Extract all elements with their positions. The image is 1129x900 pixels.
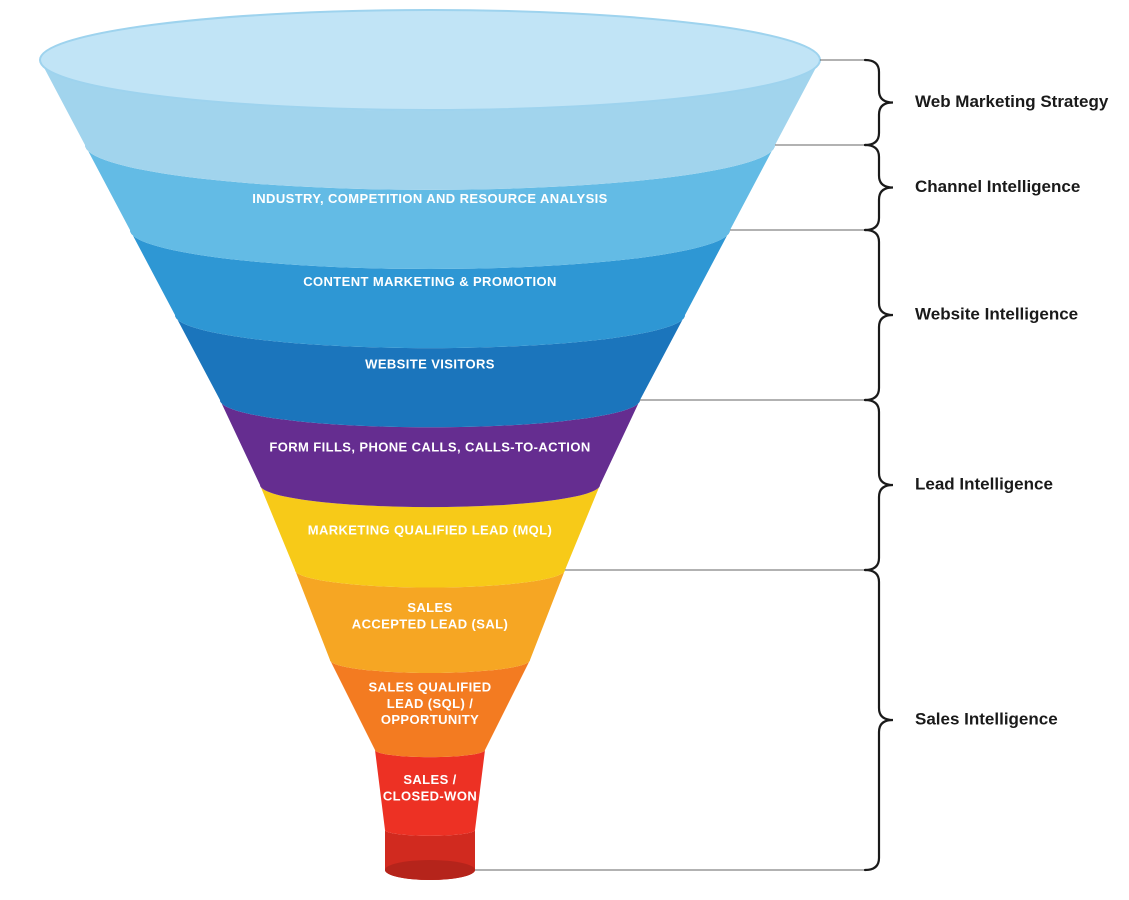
category-brace-0 (865, 60, 893, 145)
funnel-stage-1-label: INDUSTRY, COMPETITION AND RESOURCE ANALY… (252, 191, 607, 206)
funnel-spout-base (385, 860, 475, 880)
funnel-stage-2-label: CONTENT MARKETING & PROMOTION (303, 274, 557, 289)
category-label-1: Channel Intelligence (915, 177, 1080, 196)
category-brace-3 (865, 400, 893, 570)
category-label-2: Website Intelligence (915, 304, 1078, 323)
category-brace-4 (865, 570, 893, 870)
funnel-stage-5-label: MARKETING QUALIFIED LEAD (MQL) (308, 523, 553, 538)
category-label-0: Web Marketing Strategy (915, 92, 1109, 111)
funnel-stage-7-label: SALES QUALIFIEDLEAD (SQL) /OPPORTUNITY (368, 680, 491, 728)
funnel-diagram: INDUSTRY, COMPETITION AND RESOURCE ANALY… (0, 0, 1129, 900)
funnel-stage-4-label: FORM FILLS, PHONE CALLS, CALLS-TO-ACTION (269, 439, 590, 454)
category-label-3: Lead Intelligence (915, 474, 1053, 493)
category-label-4: Sales Intelligence (915, 709, 1058, 728)
funnel-stage-3-label: WEBSITE VISITORS (365, 356, 495, 371)
funnel-svg: INDUSTRY, COMPETITION AND RESOURCE ANALY… (0, 0, 1129, 900)
funnel-rim (40, 10, 820, 110)
category-brace-1 (865, 145, 893, 230)
category-brace-2 (865, 230, 893, 400)
